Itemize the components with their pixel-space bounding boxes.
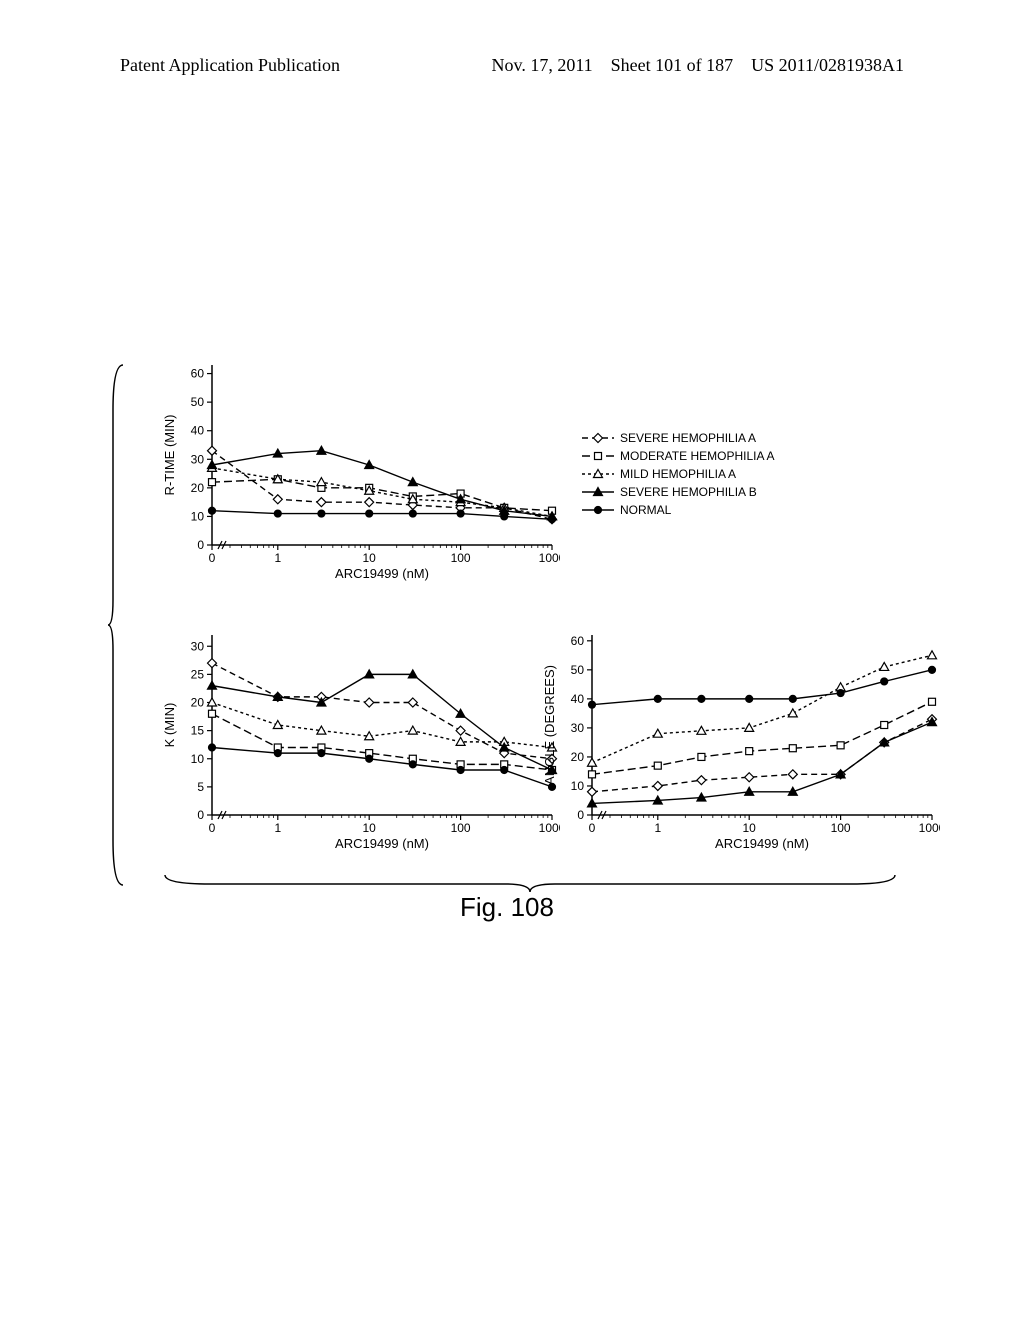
svg-text:60: 60: [571, 634, 585, 648]
svg-text:10: 10: [743, 821, 757, 835]
svg-text:60: 60: [191, 367, 205, 381]
svg-text:1: 1: [654, 821, 661, 835]
legend: SEVERE HEMOPHILIA A MODERATE HEMOPHILIA A…: [580, 428, 840, 531]
svg-text:5: 5: [197, 780, 204, 794]
svg-text:30: 30: [571, 721, 585, 735]
legend-label: SEVERE HEMOPHILIA B: [620, 485, 757, 499]
svg-text:0: 0: [589, 821, 596, 835]
svg-text:ARC19499 (nM): ARC19499 (nM): [335, 836, 429, 851]
svg-text:0: 0: [209, 551, 216, 565]
svg-text:100: 100: [451, 551, 471, 565]
chart-k: 05101520253001101001000ARC19499 (nM)K (M…: [160, 620, 560, 870]
bottom-brace: [160, 872, 900, 894]
legend-label: NORMAL: [620, 503, 672, 517]
svg-text:1: 1: [274, 821, 281, 835]
svg-text:ANGLE (DEGREES): ANGLE (DEGREES): [542, 665, 557, 785]
left-brace: [108, 360, 128, 890]
svg-text:1000: 1000: [919, 821, 940, 835]
svg-text:10: 10: [191, 509, 205, 523]
svg-text:100: 100: [831, 821, 851, 835]
svg-text:10: 10: [571, 779, 585, 793]
legend-label: MODERATE HEMOPHILIA A: [620, 449, 774, 463]
svg-text:30: 30: [191, 452, 205, 466]
chart-rtime: 0 10 20 30 40 50 60 0 1 10 100 1000 ARC19499 (nM) R-T…: [160, 350, 560, 600]
svg-text:15: 15: [191, 724, 205, 738]
figure-caption: Fig. 108: [460, 892, 554, 923]
header-publication: Patent Application Publication: [120, 55, 340, 76]
svg-text:30: 30: [191, 639, 205, 653]
svg-text:0: 0: [197, 538, 204, 552]
svg-text:ARC19499 (nM): ARC19499 (nM): [715, 836, 809, 851]
svg-text:10: 10: [363, 821, 377, 835]
svg-text:10: 10: [191, 752, 205, 766]
svg-text:50: 50: [571, 663, 585, 677]
chart-angle: 0 10 20 30 40 50 60 0 1 10 100 1000 ARC19499 (nM) ANG…: [540, 620, 940, 870]
svg-text:25: 25: [191, 667, 205, 681]
svg-text:20: 20: [191, 696, 205, 710]
legend-label: SEVERE HEMOPHILIA A: [620, 431, 756, 445]
svg-text:1000: 1000: [539, 551, 560, 565]
svg-text:20: 20: [191, 481, 205, 495]
svg-text:10: 10: [363, 551, 377, 565]
svg-text:20: 20: [571, 750, 585, 764]
legend-label: MILD HEMOPHILIA A: [620, 467, 736, 481]
svg-text:0: 0: [577, 808, 584, 822]
svg-text:50: 50: [191, 395, 205, 409]
svg-text:K (MIN): K (MIN): [162, 703, 177, 748]
svg-text:0: 0: [209, 821, 216, 835]
svg-text:ARC19499 (nM): ARC19499 (nM): [335, 566, 429, 581]
svg-text:1: 1: [274, 551, 281, 565]
figure-108: 010203040506001101001000ARC19499 (nM)R-T…: [130, 360, 910, 920]
svg-text:0: 0: [197, 808, 204, 822]
svg-text:40: 40: [191, 424, 205, 438]
header-right: Nov. 17, 2011 Sheet 101 of 187 US 2011/0…: [492, 55, 905, 76]
page-header: Patent Application Publication Nov. 17, …: [0, 55, 1024, 76]
svg-text:40: 40: [571, 692, 585, 706]
svg-text:100: 100: [451, 821, 471, 835]
svg-text:R-TIME (MIN): R-TIME (MIN): [162, 415, 177, 496]
